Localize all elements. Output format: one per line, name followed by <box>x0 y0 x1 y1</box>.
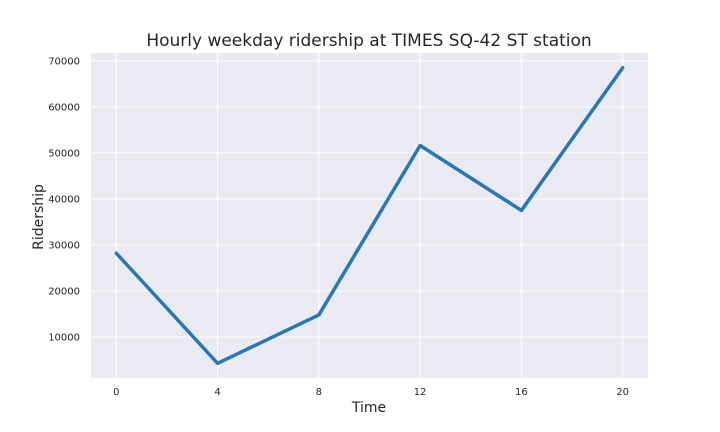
y-tick-label: 60000 <box>48 102 80 113</box>
series-line <box>114 65 625 366</box>
x-tick-label: 12 <box>414 387 427 398</box>
x-tick-label: 20 <box>616 387 629 398</box>
y-axis-label: Ridership <box>31 184 47 250</box>
y-tick-labels: 10000 20000 30000 40000 50000 60000 70000 <box>48 56 80 343</box>
y-tick-label: 30000 <box>48 240 80 251</box>
plot-background <box>91 53 648 378</box>
y-tick-label: 70000 <box>48 56 80 67</box>
x-axis-label: Time <box>351 400 386 416</box>
y-tick-label: 20000 <box>48 286 80 297</box>
series-layer <box>114 65 625 366</box>
x-tick-label: 0 <box>113 387 119 398</box>
chart-title: Hourly weekday ridership at TIMES SQ-42 … <box>146 31 591 51</box>
x-tick-label: 16 <box>515 387 528 398</box>
y-tick-label: 40000 <box>48 194 80 205</box>
x-tick-label: 8 <box>316 387 322 398</box>
y-tick-label: 50000 <box>48 148 80 159</box>
x-tick-label: 4 <box>214 387 220 398</box>
grid-lines <box>91 53 648 378</box>
y-tick-label: 10000 <box>48 333 80 344</box>
x-tick-labels: 0 4 8 12 16 20 <box>113 387 629 398</box>
